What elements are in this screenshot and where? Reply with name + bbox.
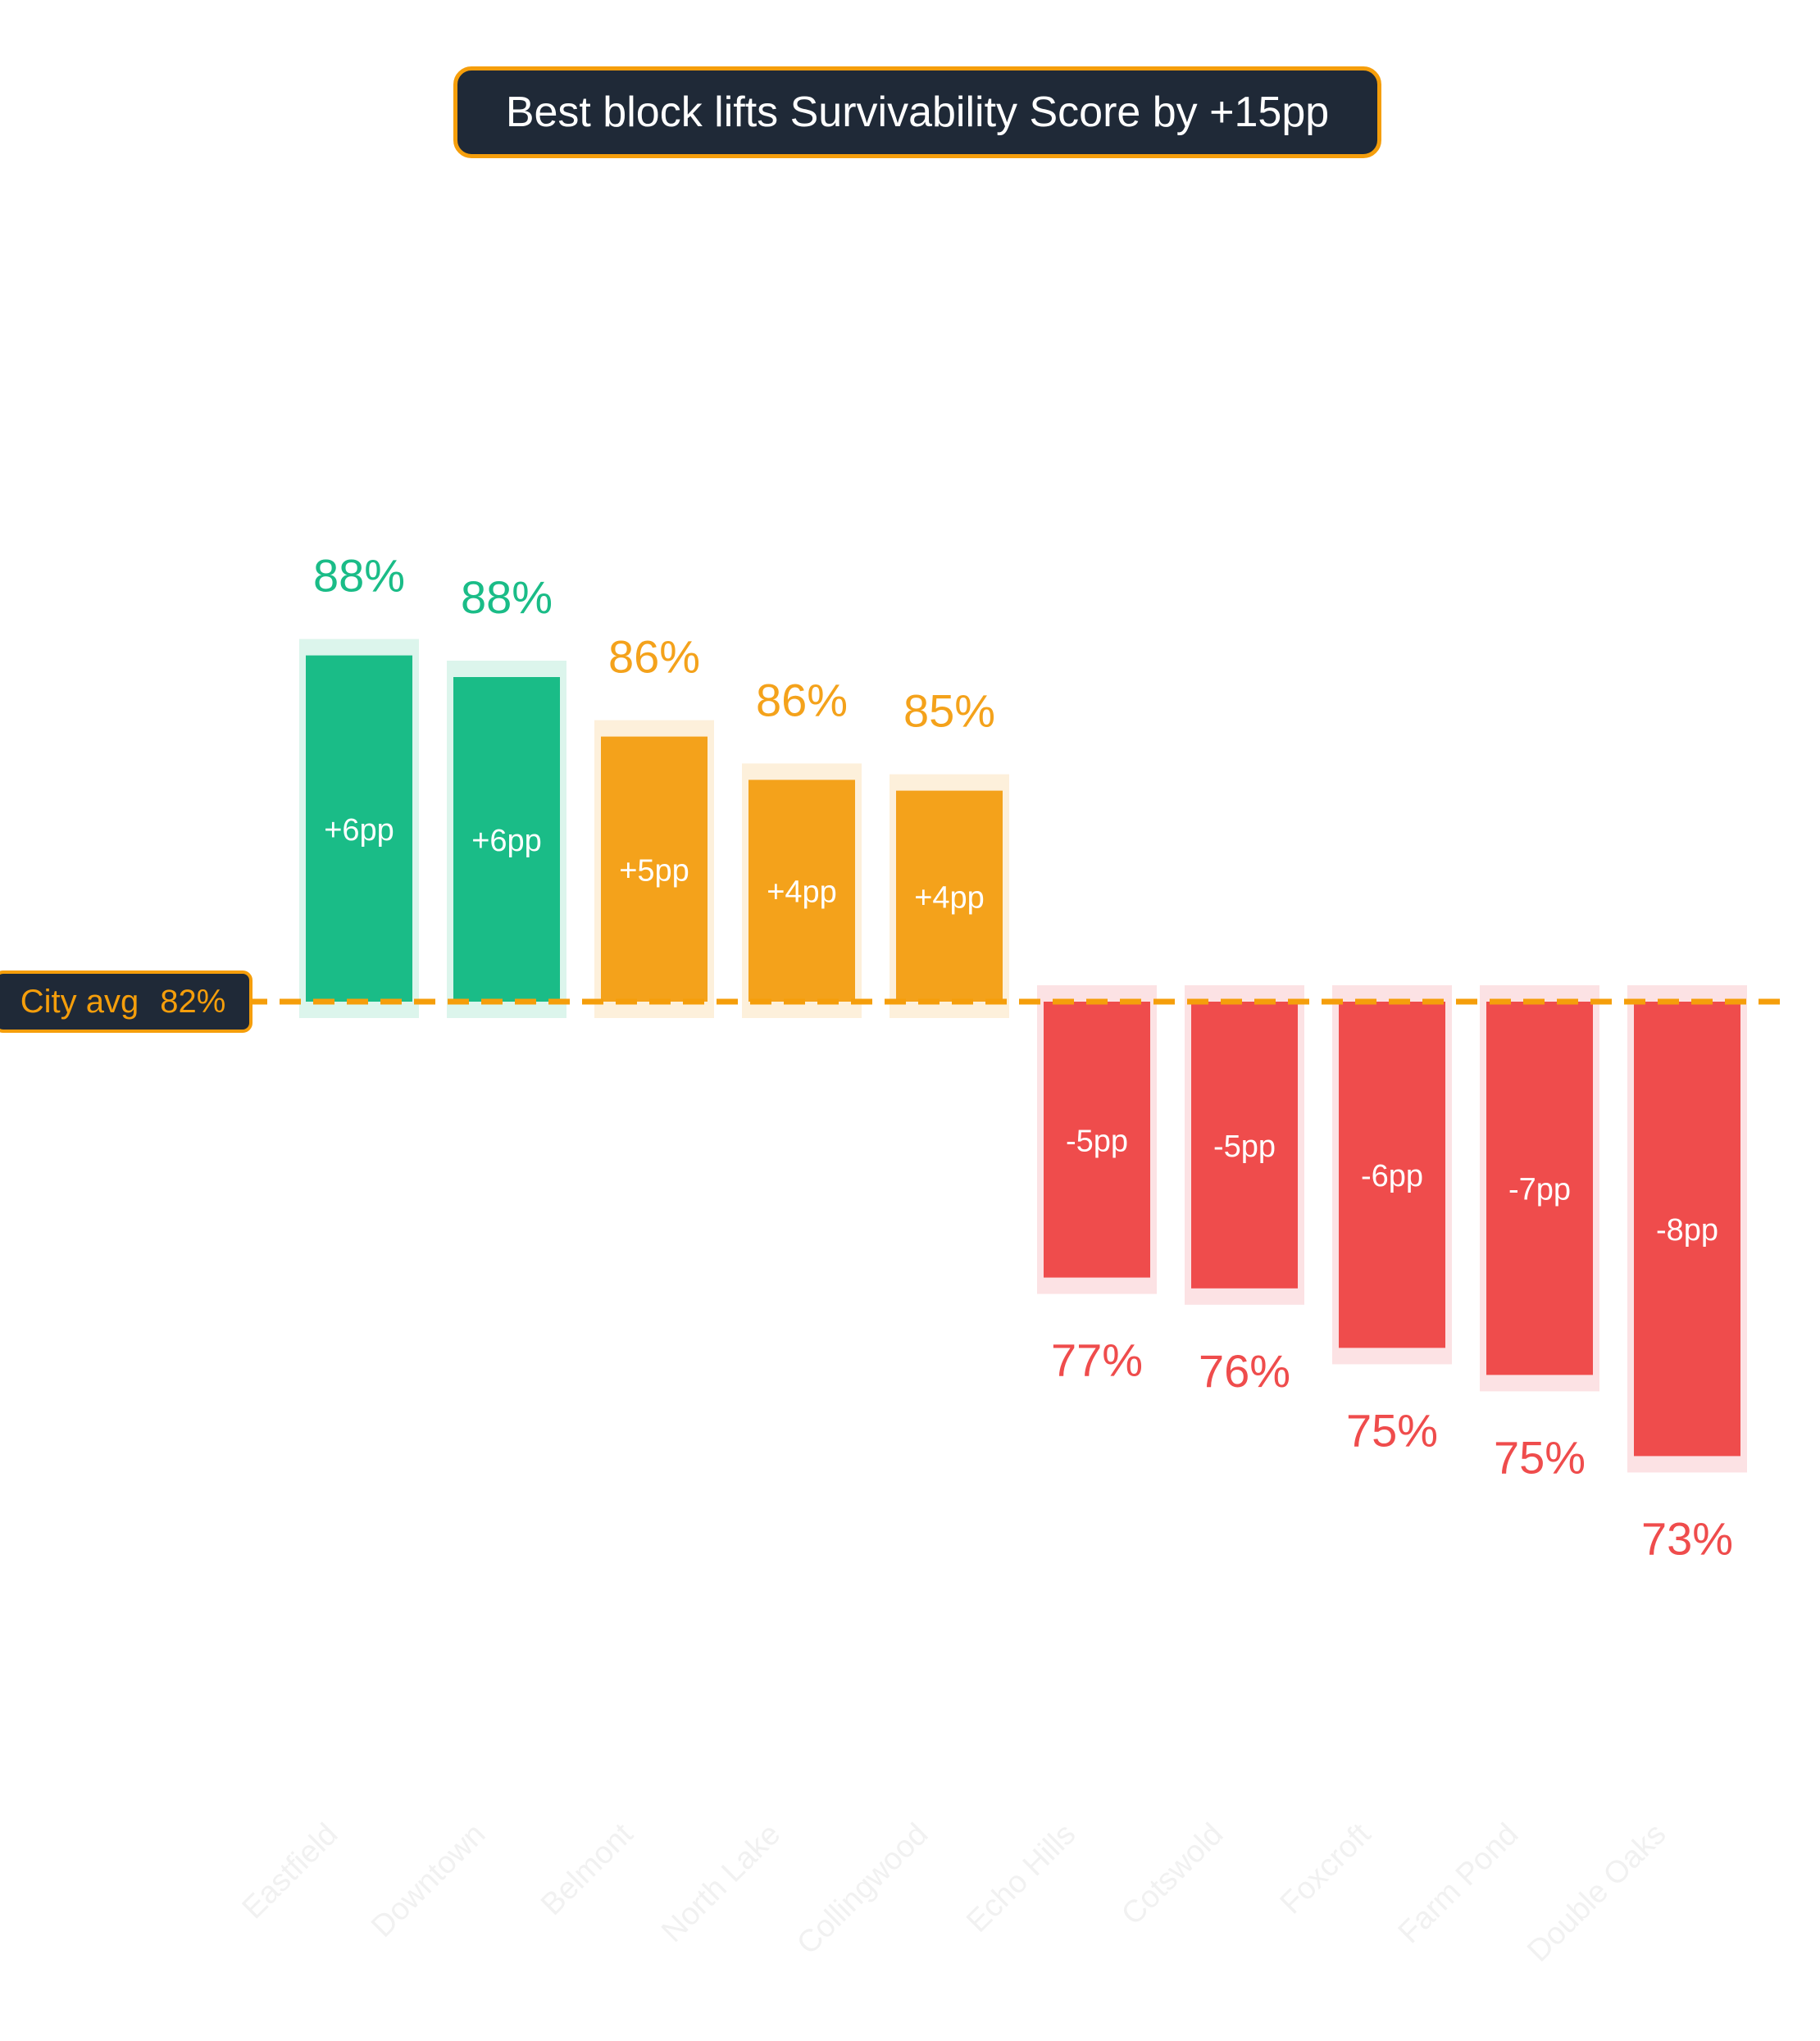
category-label: North Lake xyxy=(655,1817,787,1949)
category-label: Farm Pond xyxy=(1392,1817,1526,1951)
category-label: Belmont xyxy=(535,1816,640,1922)
reference-tag: City avg 82% xyxy=(0,970,253,1033)
category-label: Cotswold xyxy=(1115,1817,1230,1932)
value-label: 75% xyxy=(1346,1404,1438,1456)
delta-label: +5pp xyxy=(619,853,689,888)
bar xyxy=(453,677,560,1002)
delta-label: +6pp xyxy=(471,824,542,858)
delta-label: -5pp xyxy=(1066,1124,1128,1158)
delta-label: +4pp xyxy=(914,880,985,915)
category-label: Double Oaks xyxy=(1521,1817,1672,1969)
value-label: 75% xyxy=(1494,1431,1586,1483)
delta-label: -7pp xyxy=(1508,1173,1571,1207)
bar xyxy=(1044,1002,1150,1278)
value-label: 86% xyxy=(608,631,700,683)
category-label: Eastfield xyxy=(236,1817,345,1926)
value-label: 76% xyxy=(1199,1345,1290,1397)
bar xyxy=(1191,1002,1298,1289)
bar xyxy=(306,655,412,1002)
delta-label: -6pp xyxy=(1361,1159,1423,1193)
category-label: Collingwood xyxy=(790,1817,935,1961)
bar xyxy=(1634,1002,1740,1457)
delta-label: +6pp xyxy=(324,813,394,848)
chart-title: Best block lifts Survivability Score by … xyxy=(505,89,1330,136)
value-label: 77% xyxy=(1051,1334,1143,1386)
category-label: Downtown xyxy=(365,1817,492,1944)
bar xyxy=(1339,1002,1445,1348)
bar xyxy=(748,780,855,1002)
value-label: 88% xyxy=(461,571,553,623)
reference-value: 82% xyxy=(160,983,226,1020)
reference-label: City avg xyxy=(20,983,139,1020)
delta-label: -8pp xyxy=(1656,1213,1718,1248)
bar xyxy=(601,736,708,1002)
value-label: 85% xyxy=(903,685,995,737)
value-label: 88% xyxy=(313,550,405,602)
bar xyxy=(896,790,1003,1002)
bar xyxy=(1486,1002,1593,1375)
category-label: Echo Hills xyxy=(960,1817,1082,1939)
delta-label: +4pp xyxy=(767,875,837,910)
category-label: Foxcroft xyxy=(1274,1816,1378,1921)
chart-title-box: Best block lifts Survivability Score by … xyxy=(453,66,1381,158)
value-label: 73% xyxy=(1641,1512,1733,1564)
value-label: 86% xyxy=(756,674,848,725)
delta-label: -5pp xyxy=(1213,1130,1276,1164)
